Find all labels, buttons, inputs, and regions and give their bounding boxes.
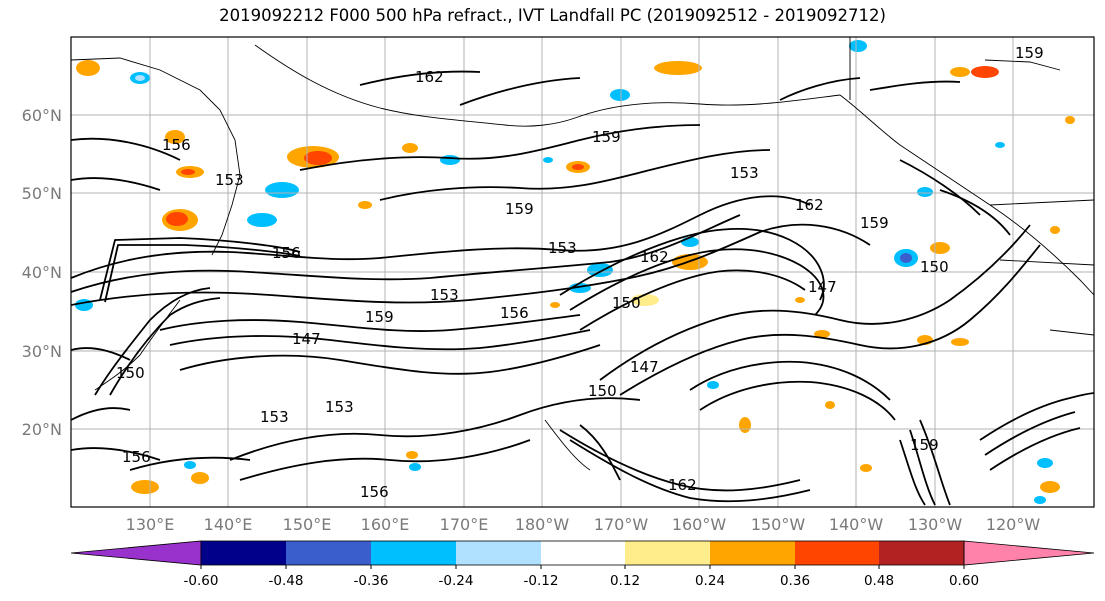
lon-tick-label: 170°W — [594, 515, 649, 534]
contour-label: 153 — [430, 286, 459, 304]
map-title: 2019092212 F000 500 hPa refract., IVT La… — [219, 6, 886, 25]
contour-label: 153 — [548, 239, 577, 257]
colorbar-tick-label: 0.12 — [610, 573, 640, 589]
contour-label: 150 — [612, 294, 641, 312]
contour-label: 159 — [592, 128, 621, 146]
lat-tick-label: 20°N — [22, 420, 62, 439]
colorbar-frame — [200, 540, 965, 566]
contour-label: 147 — [808, 278, 837, 296]
lat-tick-label: 50°N — [22, 184, 62, 203]
lon-tick-label: 130°W — [908, 515, 963, 534]
contour-label: 153 — [215, 171, 244, 189]
lat-tick-label: 40°N — [22, 263, 62, 282]
contour-label: 162 — [668, 476, 697, 494]
contour-label: 162 — [795, 196, 824, 214]
contour-labels: 162 159 156 153 150 147 159 153 156 159 … — [116, 44, 1044, 501]
colorbar-tick-label: 0.24 — [695, 573, 725, 589]
plot-frame — [70, 36, 1095, 508]
contour-label: 147 — [292, 330, 321, 348]
contour-label: 147 — [630, 358, 659, 376]
colorbar-ticks — [200, 565, 965, 569]
contour-label: 150 — [588, 382, 617, 400]
contour-label: 159 — [1015, 44, 1044, 62]
contour-label: 150 — [116, 364, 145, 382]
colorbar-segment — [625, 541, 710, 565]
contour-label: 162 — [415, 68, 444, 86]
colorbar-tick-label: -0.12 — [524, 573, 559, 589]
lat-tick-label: 60°N — [22, 106, 62, 125]
contour-label: 156 — [360, 483, 389, 501]
contour-label: 159 — [860, 214, 889, 232]
contour-label: 156 — [122, 448, 151, 466]
colorbar-tick-labels: -0.60 -0.48 -0.36 -0.24 -0.12 0.12 0.24 … — [184, 573, 980, 589]
lon-tick-label: 160°E — [361, 515, 410, 534]
coastlines — [71, 37, 1094, 471]
colorbar-tick-label: 0.36 — [780, 573, 810, 589]
contour-label: 153 — [260, 408, 289, 426]
contour-label: 156 — [500, 304, 529, 322]
colorbar-tick-label: 0.48 — [864, 573, 894, 589]
colorbar-segment — [371, 541, 456, 565]
contour-label: 159 — [910, 436, 939, 454]
lon-tick-label: 150°E — [283, 515, 332, 534]
lon-tick-label: 150°W — [751, 515, 806, 534]
lon-tick-label: 140°E — [204, 515, 253, 534]
lon-tick-label: 180°W — [515, 515, 570, 534]
contour-label: 159 — [505, 200, 534, 218]
colorbar-tick-label: -0.48 — [269, 573, 304, 589]
lon-tick-label: 160°W — [672, 515, 727, 534]
contour-label: 162 — [640, 248, 669, 266]
refractivity-contours — [71, 70, 1094, 506]
colorbar-segment — [456, 541, 541, 565]
colorbar-tick-label: -0.24 — [439, 573, 474, 589]
colorbar: -0.60 -0.48 -0.36 -0.24 -0.12 0.12 0.24 … — [70, 540, 1095, 589]
colorbar-extend-high — [963, 540, 1095, 566]
colorbar-segment — [710, 541, 795, 565]
colorbar-segment — [879, 541, 964, 565]
lon-tick-label: 120°W — [986, 515, 1041, 534]
contour-label: 153 — [730, 164, 759, 182]
colorbar-tick-label: -0.60 — [184, 573, 219, 589]
lon-tick-label: 130°E — [126, 515, 175, 534]
longitude-labels: 130°E 140°E 150°E 160°E 170°E 180°W 170°… — [126, 515, 1041, 534]
contour-label: 159 — [365, 308, 394, 326]
colorbar-tick-label: -0.36 — [354, 573, 389, 589]
latitude-labels: 60°N 50°N 40°N 30°N 20°N — [22, 106, 62, 439]
colorbar-tick-label: 0.60 — [949, 573, 979, 589]
contour-label: 156 — [272, 244, 301, 262]
lon-tick-label: 170°E — [440, 515, 489, 534]
contour-label: 156 — [162, 136, 191, 154]
colorbar-segment — [541, 541, 625, 565]
lat-tick-label: 30°N — [22, 342, 62, 361]
contour-label: 150 — [920, 258, 949, 276]
colorbar-segment — [286, 541, 371, 565]
colorbar-extend-low — [70, 540, 202, 566]
colorbar-segment — [795, 541, 879, 565]
colorbar-segment — [201, 541, 286, 565]
contour-label: 153 — [325, 398, 354, 416]
lon-tick-label: 140°W — [829, 515, 884, 534]
